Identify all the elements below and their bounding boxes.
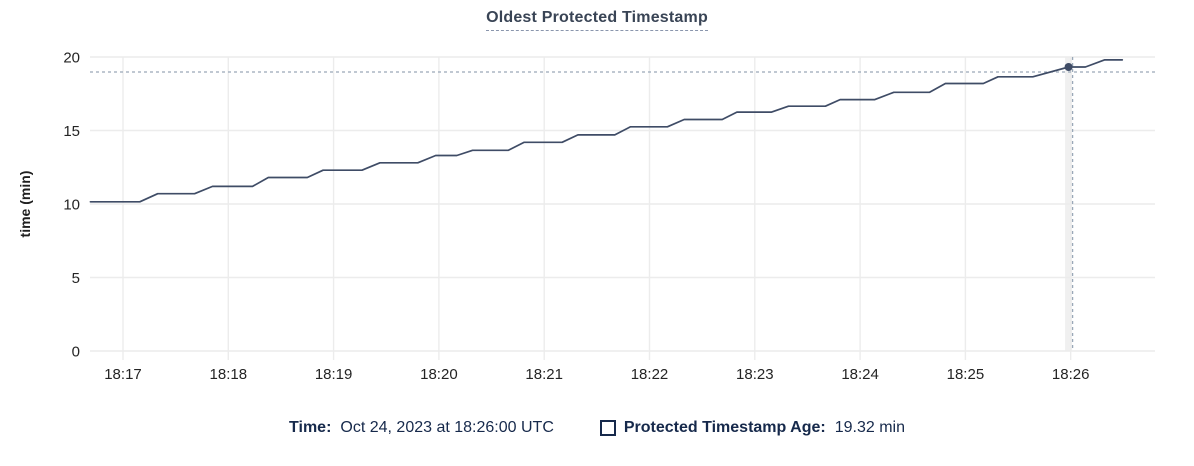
series-line [89,59,1124,203]
legend-series-label: Protected Timestamp Age: [623,419,826,436]
x-tick-label: 18:22 [631,366,669,383]
legend-time-group: Time: Oct 24, 2023 at 18:26:00 UTC [289,419,554,437]
series-swatch-checkbox[interactable] [599,420,616,436]
x-tick-label: 18:26 [1052,366,1090,383]
legend-series-toggle[interactable]: Protected Timestamp Age: 19.32 min [599,419,905,437]
chart-legend: Time: Oct 24, 2023 at 18:26:00 UTC Prote… [0,419,1194,437]
legend-time-value: Oct 24, 2023 at 18:26:00 UTC [340,419,554,436]
hover-point-dot [1064,62,1073,71]
x-tick-label: 18:24 [841,366,879,383]
y-tick-label: 15 [63,123,80,140]
legend-series-value: 19.32 min [834,419,905,436]
x-tick-label: 18:17 [104,366,142,383]
y-tick-label: 0 [72,344,80,361]
y-axis-title: time (min) [17,171,33,238]
x-tick-label: 18:20 [420,366,458,383]
x-tick-label: 18:23 [736,366,774,383]
chart-title-row: Oldest Protected Timestamp [0,9,1194,31]
x-tick-label: 18:19 [315,366,353,383]
x-tick-label: 18:21 [525,366,563,383]
y-tick-label: 10 [63,197,80,214]
timeseries-line-chart[interactable]: 0 5 10 15 20 18:17 18:18 18:19 18:20 18:21 18:22 18… [0,0,1194,400]
x-tick-label: 18:18 [210,366,248,383]
chart-title[interactable]: Oldest Protected Timestamp [486,9,708,31]
x-tick-label: 18:25 [947,366,985,383]
y-tick-label: 5 [72,270,80,287]
y-tick-label: 20 [63,50,80,67]
legend-time-label: Time: [289,419,332,436]
